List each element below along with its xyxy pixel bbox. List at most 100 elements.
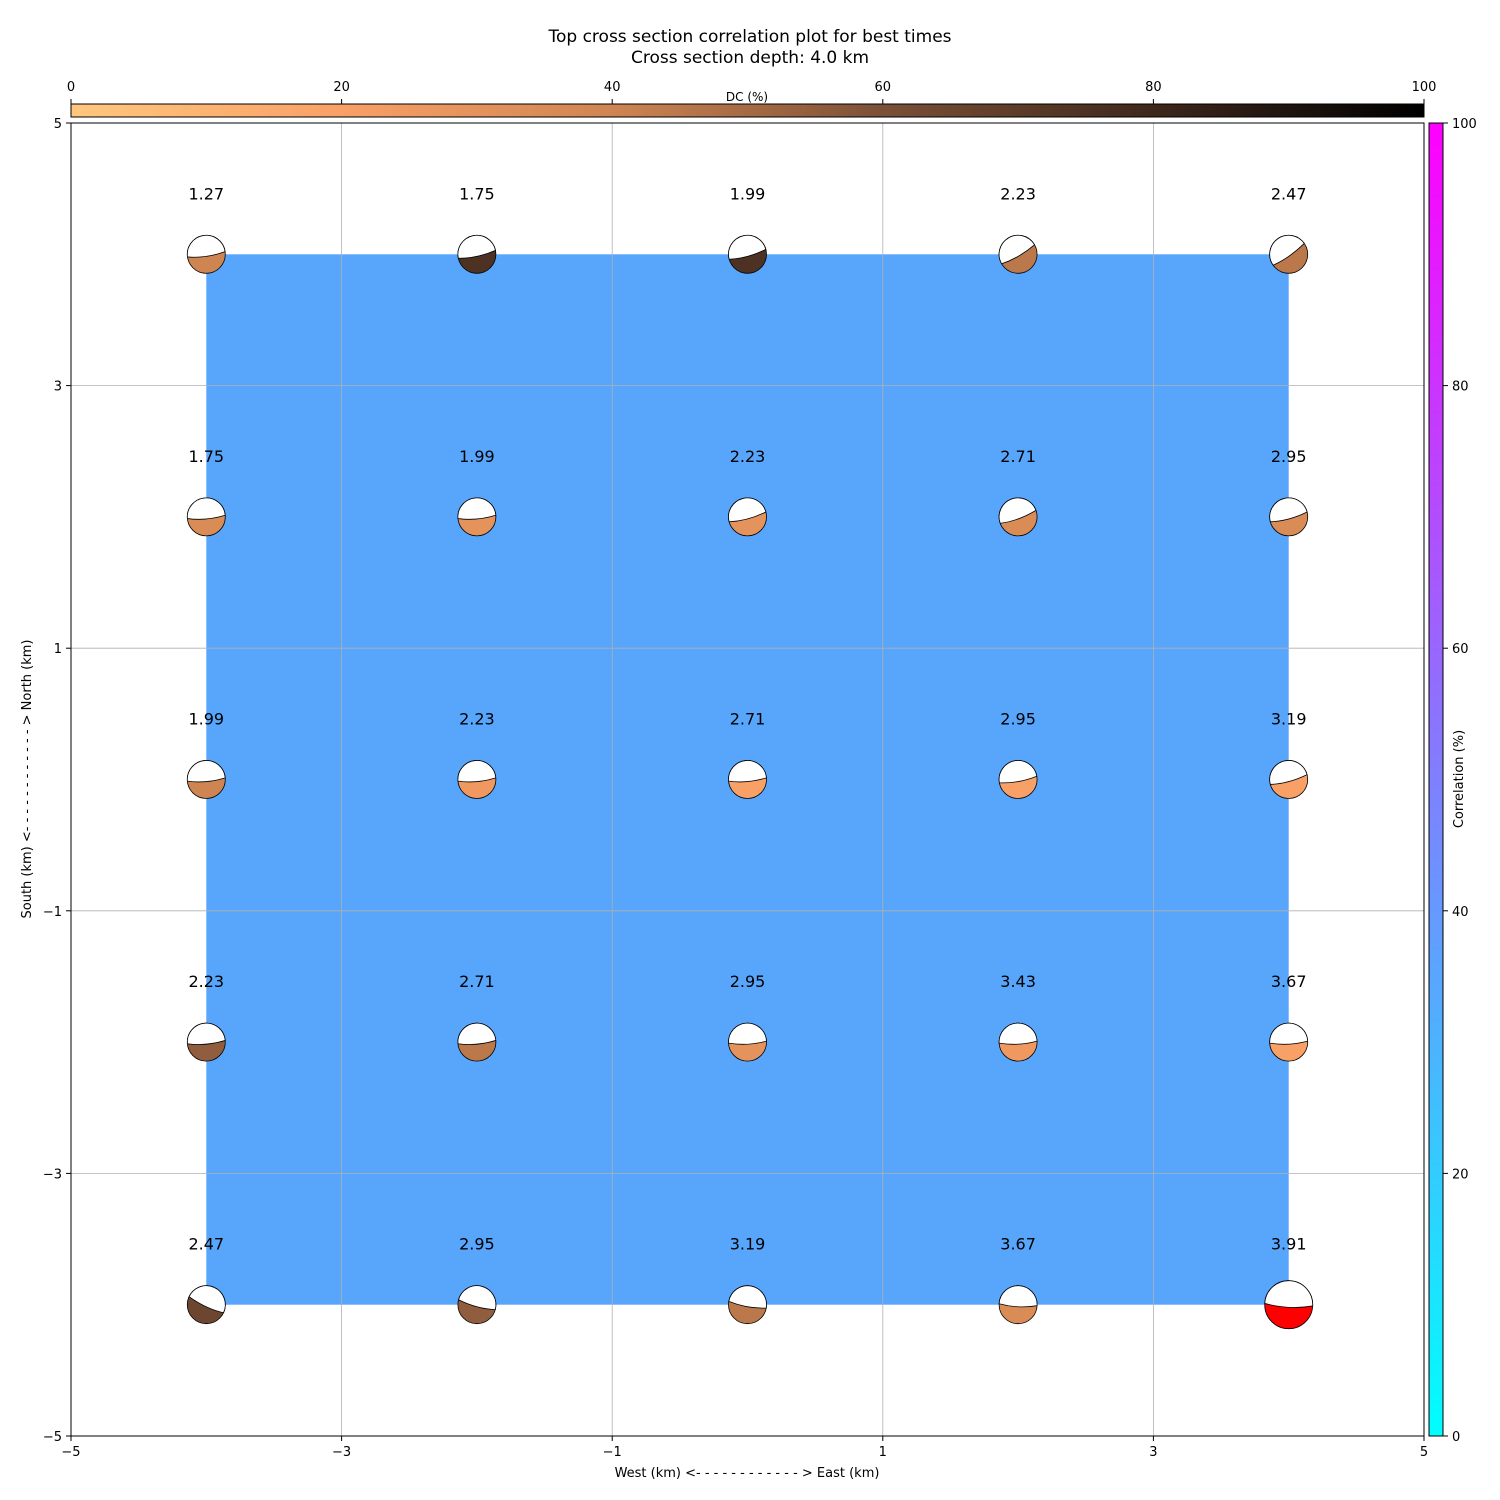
beachball — [998, 497, 1038, 537]
beachball-dilatation — [188, 1285, 226, 1314]
point-value-label: 2.95 — [1000, 710, 1036, 729]
beachball — [1264, 1280, 1314, 1330]
top-colorbar-tick-label: 100 — [1412, 80, 1437, 95]
top-colorbar-tick-label: 40 — [604, 80, 621, 95]
beachball-dilatation — [998, 497, 1037, 524]
x-axis-label: West (km) <- - - - - - - - - - - - > Eas… — [615, 1466, 880, 1481]
point-value-label: 3.43 — [1000, 972, 1036, 991]
beachball-dilatation — [186, 234, 226, 258]
beachball-dilatation — [728, 1022, 767, 1045]
axis-ticks: −5 −3 −1 1 3 5 −5 −3 −1 1 3 5 — [43, 117, 1428, 1460]
beachball — [186, 1285, 226, 1325]
beachball — [186, 234, 226, 274]
top-colorbar-tick-label: 80 — [1145, 80, 1162, 95]
point-value-label: 3.67 — [1271, 972, 1307, 991]
plot-frame — [70, 122, 1425, 1437]
beachball — [728, 1022, 767, 1062]
beachball — [1269, 1022, 1309, 1062]
beachball — [998, 1285, 1038, 1325]
right-colorbar-tick-label: 60 — [1452, 642, 1469, 657]
right-colorbar-ticks: 0 20 40 60 80 100 — [1443, 117, 1477, 1445]
right-colorbar: Correlation (%) 0 20 40 60 80 100 — [1428, 117, 1477, 1445]
y-tick-label: −1 — [43, 905, 62, 920]
beachball — [1269, 234, 1309, 274]
beachball — [998, 760, 1038, 799]
top-colorbar-tick-label: 20 — [333, 80, 350, 95]
top-colorbar: DC (%) 0 20 40 60 80 100 — [67, 80, 1437, 118]
beachball-dilatation — [1264, 1280, 1314, 1308]
beachball-dilatation — [186, 760, 226, 783]
right-colorbar-tick-label: 20 — [1452, 1167, 1469, 1182]
top-colorbar-gradient — [70, 103, 1425, 118]
beachball-dilatation — [186, 497, 226, 520]
beachball — [457, 760, 497, 799]
point-value-label: 2.23 — [730, 447, 766, 466]
point-value-label: 2.71 — [1000, 447, 1036, 466]
beachball — [998, 1022, 1038, 1062]
beachball — [728, 1285, 767, 1325]
beachball-dilatation — [186, 1022, 226, 1045]
right-colorbar-gradient — [1428, 122, 1444, 1437]
right-colorbar-tick-label: 100 — [1452, 117, 1477, 132]
beachball-dilatation — [1269, 497, 1308, 523]
beachball — [1269, 497, 1309, 537]
y-tick-label: −3 — [43, 1167, 62, 1182]
beachball-dilatation — [1269, 1022, 1309, 1045]
point-value-label: 2.47 — [188, 1235, 224, 1254]
point-value-label: 1.27 — [188, 184, 224, 203]
beachball — [457, 234, 497, 274]
point-value-label: 3.67 — [1000, 1235, 1036, 1254]
y-tick-label: 3 — [54, 380, 62, 395]
y-tick-label: −5 — [43, 1430, 62, 1445]
beachball-points: 1.27 1.75 1.99 2.23 2.47 1.75 1.99 2.23 2.71 2.95… — [186, 184, 1314, 1330]
right-colorbar-tick-label: 0 — [1452, 1430, 1460, 1445]
beachball-dilatation — [998, 1022, 1038, 1045]
beachball — [1269, 760, 1309, 799]
point-value-label: 2.71 — [459, 972, 495, 991]
beachball-dilatation — [1269, 760, 1308, 785]
beachball — [728, 497, 767, 537]
point-value-label: 3.91 — [1271, 1235, 1307, 1254]
beachball-dilatation — [1269, 234, 1305, 266]
point-value-label: 2.95 — [730, 972, 766, 991]
point-value-label: 2.23 — [1000, 184, 1036, 203]
beachball — [186, 497, 226, 537]
x-tick-label: 5 — [1420, 1445, 1428, 1460]
beachball — [186, 760, 226, 799]
beachball — [998, 234, 1038, 274]
point-value-label: 1.75 — [188, 447, 224, 466]
x-tick-label: 1 — [879, 1445, 887, 1460]
point-value-label: 2.95 — [1271, 447, 1307, 466]
point-value-label: 1.75 — [459, 184, 495, 203]
beachball-dilatation — [998, 1285, 1038, 1308]
plot-area: 1.27 1.75 1.99 2.23 2.47 1.75 1.99 2.23 2.71 2.95… — [43, 117, 1428, 1460]
beachball-dilatation — [458, 1285, 497, 1311]
beachball-dilatation — [728, 497, 767, 523]
point-value-label: 3.19 — [730, 1235, 766, 1254]
top-colorbar-label: DC (%) — [726, 90, 768, 104]
top-colorbar-tick-label: 60 — [875, 80, 892, 95]
beachball — [186, 1022, 226, 1062]
point-value-label: 1.99 — [188, 710, 224, 729]
right-colorbar-label: Correlation (%) — [1452, 730, 1467, 828]
x-tick-label: −5 — [61, 1445, 80, 1460]
point-value-label: 2.71 — [730, 710, 766, 729]
y-tick-label: 1 — [54, 642, 62, 657]
point-value-label: 2.23 — [459, 710, 495, 729]
x-tick-label: 3 — [1149, 1445, 1157, 1460]
point-value-label: 1.99 — [459, 447, 495, 466]
beachball-dilatation — [998, 234, 1036, 265]
point-value-label: 3.19 — [1271, 710, 1307, 729]
chart-subtitle: Cross section depth: 4.0 km — [630, 48, 870, 68]
beachball-dilatation — [457, 760, 497, 783]
beachball — [457, 497, 497, 537]
x-tick-label: −3 — [332, 1445, 351, 1460]
beachball-dilatation — [728, 760, 767, 783]
point-value-label: 1.99 — [730, 184, 766, 203]
beachball — [728, 234, 767, 274]
top-colorbar-ticks: 0 20 40 60 80 100 — [67, 80, 1437, 104]
point-value-label: 2.23 — [188, 972, 224, 991]
y-tick-label: 5 — [54, 117, 62, 132]
right-colorbar-tick-label: 80 — [1452, 380, 1469, 395]
